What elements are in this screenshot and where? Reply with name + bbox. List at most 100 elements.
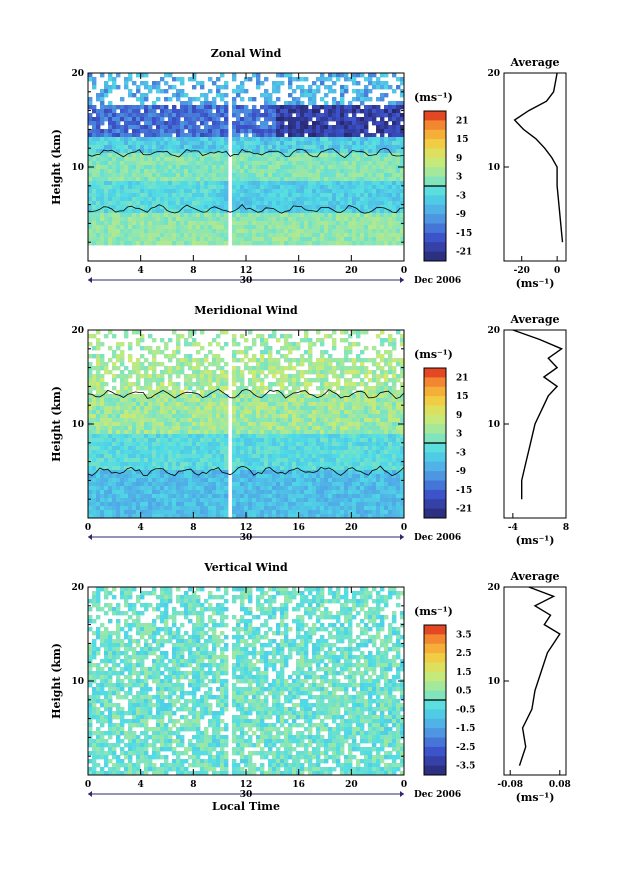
heatmap-cell [292,153,297,158]
heatmap-cell [364,181,369,186]
heatmap-cell [388,414,393,419]
heatmap-cell [360,370,365,375]
heatmap-cell [256,398,261,403]
heatmap-cell [308,173,313,178]
heatmap-cell [244,446,249,451]
heatmap-cell [384,209,389,214]
heatmap-cell [292,209,297,214]
heatmap-cell [140,165,145,170]
heatmap-cell [232,169,237,174]
heatmap-cell [164,454,169,459]
heatmap-cell [172,125,177,130]
heatmap-cell [208,241,213,246]
heatmap-cell [292,145,297,150]
heatmap-cell [272,366,277,371]
heatmap-cell [116,181,121,186]
heatmap-cell [192,406,197,411]
heatmap-cell [372,418,377,423]
heatmap-cell [288,350,293,355]
heatmap-cell [136,125,141,130]
heatmap-cell [280,181,285,186]
heatmap-cell [288,402,293,407]
heatmap-cell [192,197,197,202]
heatmap-cell [92,185,97,190]
heatmap-cell [272,334,277,339]
heatmap-cell [180,225,185,230]
heatmap-cell [336,430,341,435]
heatmap-cell [248,153,253,158]
heatmap-cell [172,410,177,415]
heatmap-cell [304,205,309,210]
heatmap-cell [88,169,93,174]
heatmap-cell [200,197,205,202]
heatmap-cell [108,89,113,94]
heatmap-cell [116,121,121,126]
heatmap-cell [92,181,97,186]
heatmap-cell [260,338,265,343]
heatmap-cell [344,105,349,110]
heatmap-cell [336,402,341,407]
heatmap-cell [128,390,133,395]
date-bar-end-marker [400,277,404,283]
heatmap-cell [252,125,257,130]
heatmap-cell [136,109,141,114]
heatmap-cell [260,426,265,431]
heatmap-cell [148,374,153,379]
heatmap-cell [388,434,393,439]
heatmap-cell [212,241,217,246]
heatmap-cell [316,402,321,407]
heatmap-cell [244,450,249,455]
heatmap-cell [236,197,241,202]
heatmap-cell [264,237,269,242]
heatmap-cell [260,386,265,391]
heatmap-cell [116,201,121,206]
heatmap-cell [252,366,257,371]
heatmap-cell [148,225,153,230]
heatmap-cell [176,422,181,427]
heatmap-cell [112,225,117,230]
heatmap-cell [312,426,317,431]
heatmap-cell [168,402,173,407]
heatmap-cell [104,85,109,90]
heatmap-cell [316,217,321,222]
heatmap-cell [188,418,193,423]
heatmap-cell [268,109,273,114]
heatmap-cell [184,221,189,226]
heatmap-cell [100,181,105,186]
heatmap-cell [368,177,373,182]
heatmap-cell [124,382,129,387]
heatmap-cell [148,382,153,387]
heatmap-cell [128,185,133,190]
heatmap-cell [196,450,201,455]
heatmap-cell [380,121,385,126]
heatmap-cell [300,241,305,246]
heatmap-cell [340,149,345,154]
heatmap-cell [200,398,205,403]
heatmap-cell [164,241,169,246]
heatmap-cell [136,217,141,222]
heatmap-cell [316,426,321,431]
heatmap-cell [340,145,345,150]
heatmap-cell [92,121,97,126]
heatmap-cell [172,370,177,375]
heatmap-cell [364,149,369,154]
heatmap-cell [344,414,349,419]
heatmap-cell [292,181,297,186]
heatmap-cell [316,193,321,198]
heatmap-cell [300,406,305,411]
heatmap-cell [168,338,173,343]
heatmap-cell [248,145,253,150]
heatmap-cell [232,181,237,186]
heatmap-cell [156,177,161,182]
heatmap-cell [184,454,189,459]
heatmap-cell [256,173,261,178]
heatmap-cell [284,450,289,455]
heatmap-cell [168,406,173,411]
heatmap-cell [396,141,401,146]
heatmap-cell [356,382,361,387]
heatmap-cell [396,161,401,166]
heatmap-cell [176,153,181,158]
heatmap-cell [320,398,325,403]
heatmap-cell [372,241,377,246]
heatmap-cell [96,161,101,166]
